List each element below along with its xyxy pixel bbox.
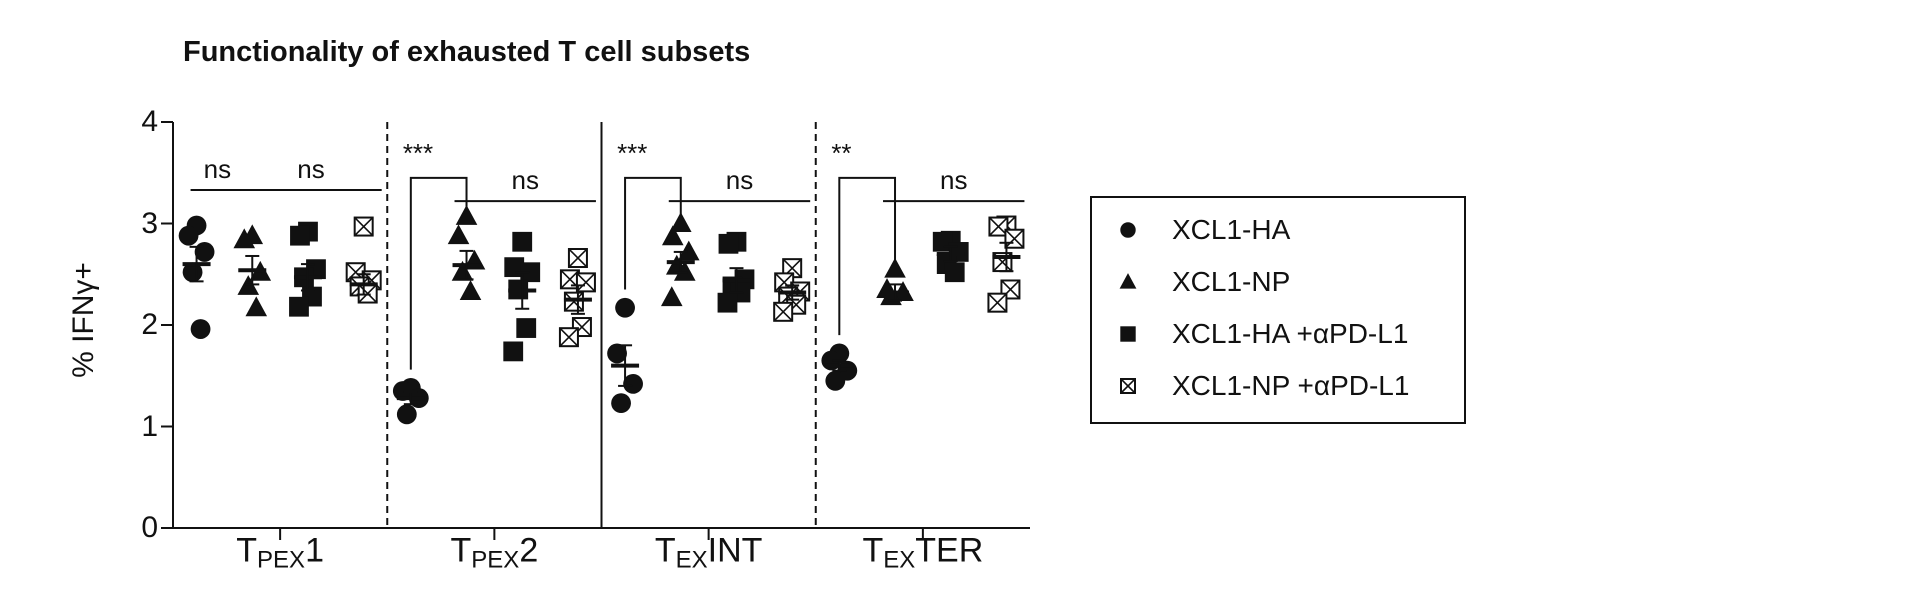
significance-bracket xyxy=(838,176,897,336)
data-point xyxy=(623,373,643,394)
data-point xyxy=(190,319,211,339)
data-point xyxy=(392,381,413,401)
significance-label: ns xyxy=(511,165,538,195)
data-point xyxy=(353,216,374,237)
data-point xyxy=(773,301,794,322)
significance-label: *** xyxy=(617,138,647,168)
data-point xyxy=(512,231,533,252)
significance-label: ns xyxy=(204,154,231,184)
data-point xyxy=(677,240,700,261)
y-tick-label: 4 xyxy=(141,105,158,138)
data-point xyxy=(718,233,739,254)
significance-label: ns xyxy=(726,165,753,195)
data-point xyxy=(1004,228,1025,249)
y-tick-label: 2 xyxy=(141,308,158,341)
significance-label: ns xyxy=(297,154,324,184)
data-point xyxy=(520,262,541,283)
legend-label: XCL1-NP +αPD-L1 xyxy=(1172,370,1410,401)
legend: XCL1-HA XCL1-NP XCL1-HA +αPD-L1 XCL1-NP +αP… xyxy=(1090,196,1466,424)
legend-marker-shape xyxy=(1119,273,1137,289)
data-point xyxy=(396,404,417,425)
chart-title: Functionality of exhausted T cell subset… xyxy=(183,36,751,68)
data-point xyxy=(884,257,906,278)
legend-item: XCL1-HA +αPD-L1 xyxy=(1092,314,1464,354)
data-point xyxy=(194,242,215,262)
data-point xyxy=(825,370,846,391)
legend-marker xyxy=(1119,273,1137,289)
legend-label: XCL1-HA +αPD-L1 xyxy=(1172,318,1409,349)
data-point xyxy=(459,280,482,301)
significance-bracket xyxy=(624,176,682,290)
data-point xyxy=(987,292,1008,313)
data-point xyxy=(178,225,199,246)
significance-bracket xyxy=(409,176,468,370)
legend-marker-shape xyxy=(1120,326,1136,342)
legend-item: XCL1-NP +αPD-L1 xyxy=(1092,366,1464,406)
legend-label: XCL1-HA xyxy=(1172,214,1291,245)
data-point xyxy=(516,318,537,338)
data-point xyxy=(944,262,965,283)
legend-item: XCL1-HA xyxy=(1092,210,1464,250)
x-tick-label: TEXINT xyxy=(654,531,763,574)
data-point xyxy=(451,260,474,281)
y-tick-label: 1 xyxy=(141,409,158,443)
legend-marker xyxy=(1120,222,1136,238)
x-tick-label: TPEX1 xyxy=(236,531,324,574)
data-point xyxy=(245,296,268,317)
legend-marker-shape xyxy=(1120,222,1136,238)
data-point xyxy=(660,286,683,307)
data-point xyxy=(503,341,524,362)
data-point xyxy=(661,225,684,246)
data-point xyxy=(290,225,310,246)
data-point xyxy=(669,212,692,233)
data-point xyxy=(455,205,478,225)
data-point xyxy=(673,260,696,281)
data-point xyxy=(447,224,470,245)
x-tick-label: TEXTER xyxy=(862,531,984,574)
data-point xyxy=(357,283,378,304)
data-point xyxy=(289,296,309,317)
data-point xyxy=(717,292,738,313)
y-tick-label: 3 xyxy=(141,206,158,240)
data-point xyxy=(575,272,596,293)
x-tick-label: TPEX2 xyxy=(450,531,539,574)
data-point xyxy=(558,327,579,348)
significance-label: ns xyxy=(940,165,967,195)
legend-label: XCL1-NP xyxy=(1172,266,1291,297)
legend-marker-shape xyxy=(1120,378,1136,394)
significance-label: *** xyxy=(403,138,433,168)
y-tick-label: 0 xyxy=(141,511,158,544)
data-point xyxy=(563,291,584,312)
data-point xyxy=(611,393,631,414)
data-point xyxy=(607,343,627,364)
legend-marker xyxy=(1120,378,1136,394)
legend-marker xyxy=(1120,326,1136,342)
significance-label: ** xyxy=(831,138,851,168)
data-point xyxy=(615,297,635,318)
data-point xyxy=(233,228,256,249)
data-point xyxy=(567,248,588,269)
legend-item: XCL1-NP xyxy=(1092,262,1464,302)
